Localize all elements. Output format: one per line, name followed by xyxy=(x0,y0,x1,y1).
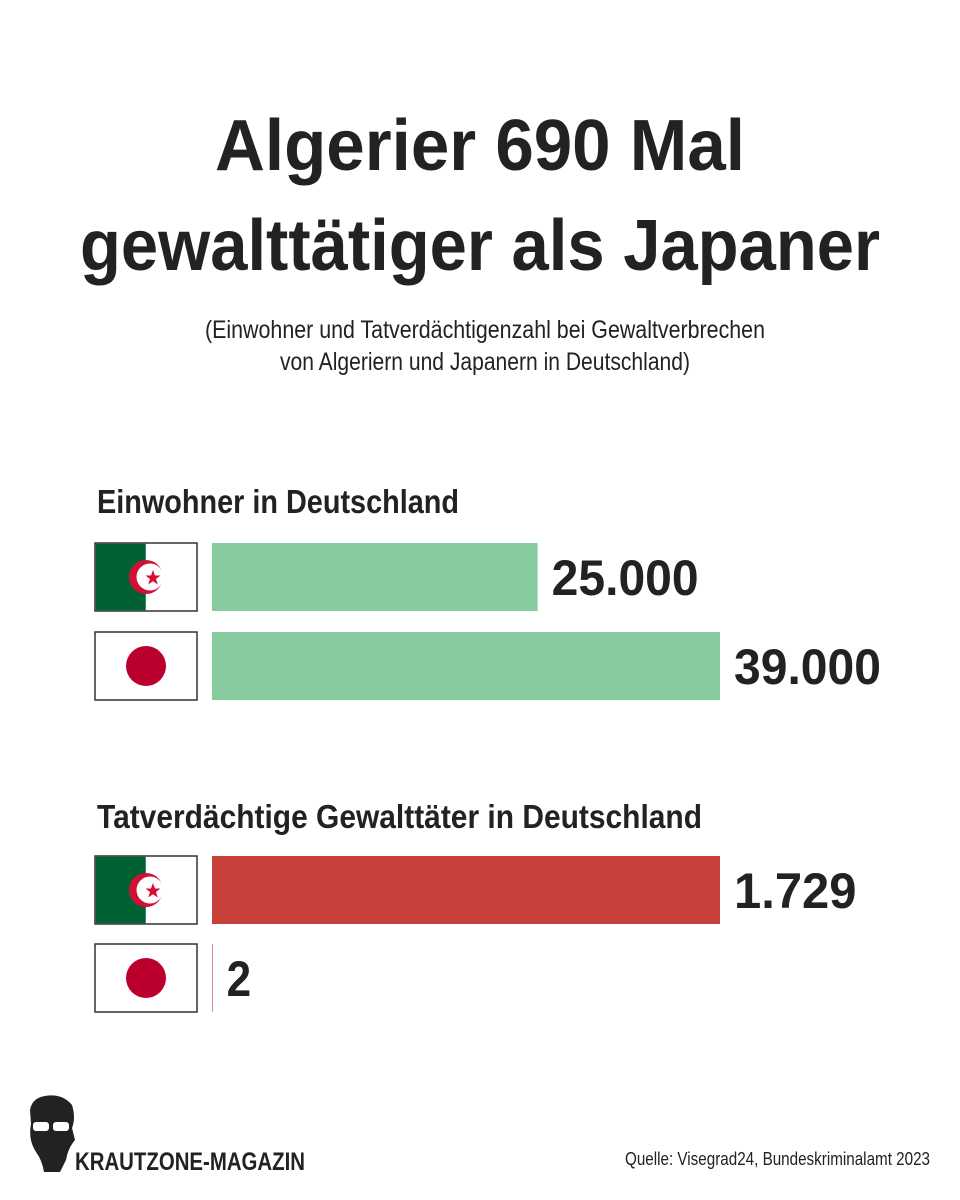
sun xyxy=(126,958,166,998)
star xyxy=(145,570,161,585)
value-label: 1.729 xyxy=(734,863,857,919)
source: Quelle: Visegrad24, Bundeskriminalamt 20… xyxy=(625,1149,930,1169)
star xyxy=(145,883,161,898)
chart-title: Einwohner in Deutschland xyxy=(97,483,459,520)
chart-title: Tatverdächtige Gewalttäter in Deutschlan… xyxy=(97,798,702,835)
brand-name: KRAUTZONE-MAGAZIN xyxy=(75,1148,305,1176)
bar xyxy=(212,543,538,611)
bar xyxy=(212,632,720,700)
brand-logo xyxy=(30,1095,75,1172)
title-line: Algerier 690 Mal xyxy=(215,106,745,186)
flag-japan xyxy=(94,943,198,1013)
value-label: 2 xyxy=(227,951,252,1007)
flag-algeria xyxy=(94,855,198,925)
sun xyxy=(126,646,166,686)
subtitle-line: (Einwohner und Tatverdächtigenzahl bei G… xyxy=(205,316,765,344)
title-line: gewalttätiger als Japaner xyxy=(80,206,880,286)
value-label: 39.000 xyxy=(734,639,881,695)
flag-algeria xyxy=(94,542,198,612)
subtitle-line: von Algeriern und Japanern in Deutschlan… xyxy=(280,348,690,376)
value-label: 25.000 xyxy=(552,550,699,606)
flag-japan xyxy=(94,631,198,701)
bar xyxy=(212,856,720,924)
bar xyxy=(212,944,213,1012)
